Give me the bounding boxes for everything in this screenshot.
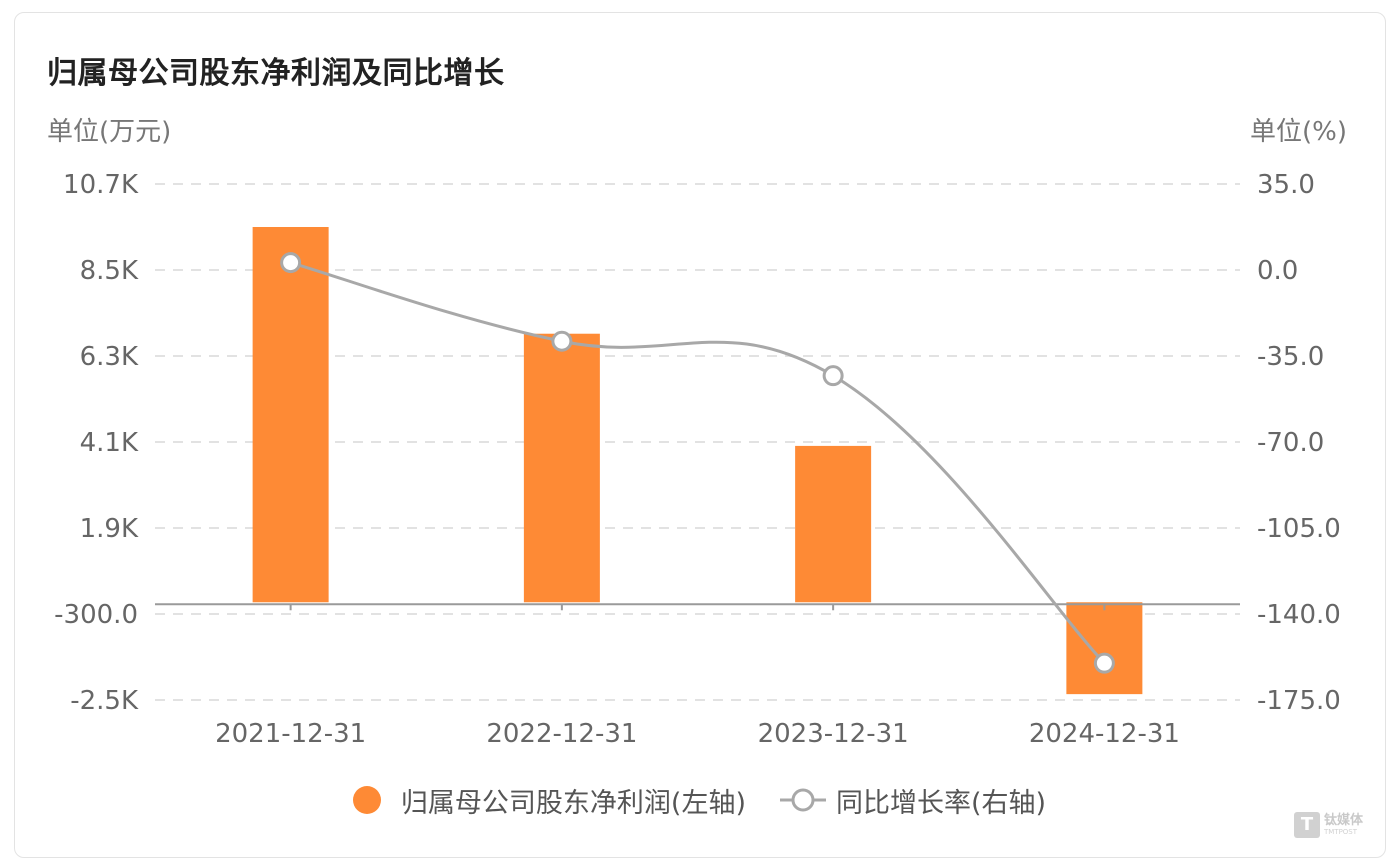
watermark-icon: T — [1293, 812, 1320, 838]
left-axis-tick-label: -300.0 — [54, 600, 138, 630]
x-axis-tick-label: 2022-12-31 — [486, 719, 637, 749]
legend-item-growth-rate[interactable]: 同比增长率(右轴) — [780, 781, 1046, 820]
bar — [252, 227, 329, 603]
watermark-cn: 钛媒体 — [1323, 813, 1363, 828]
right-axis-tick-label: 0.0 — [1257, 256, 1298, 286]
growth-rate-line — [290, 261, 1106, 665]
growth-rate-point — [1093, 652, 1115, 674]
x-axis-tick-label: 2023-12-31 — [758, 719, 909, 749]
left-axis-tick-label: -2.5K — [70, 686, 139, 716]
watermark-en: TMTPOST — [1323, 828, 1358, 836]
chart-legend: 归属母公司股东净利润(左轴) 同比增长率(右轴) — [0, 778, 1399, 822]
bar — [1066, 602, 1143, 695]
legend-bar-swatch-icon — [352, 786, 381, 814]
left-axis-tick-label: 1.9K — [80, 514, 139, 544]
growth-rate-point — [280, 252, 302, 274]
x-axis-tick-label: 2024-12-31 — [1029, 719, 1180, 749]
right-axis-unit: 单位(%) — [1250, 117, 1347, 147]
right-axis-tick-label: -140.0 — [1257, 600, 1341, 630]
left-axis-unit: 单位(万元) — [47, 117, 172, 147]
right-axis-tick-label: -70.0 — [1257, 428, 1324, 458]
right-axis-tick-label: -175.0 — [1257, 686, 1341, 716]
bar — [795, 445, 872, 603]
legend-item-net-profit[interactable]: 归属母公司股东净利润(左轴) — [352, 781, 746, 820]
right-axis-tick-label: -105.0 — [1257, 514, 1341, 544]
chart-card — [14, 12, 1386, 858]
bar — [523, 333, 600, 603]
left-axis-tick-label: 4.1K — [80, 428, 139, 458]
left-axis-tick-label: 10.7K — [63, 170, 139, 200]
right-axis-tick-label: -35.0 — [1257, 342, 1324, 372]
right-axis-tick-label: 35.0 — [1257, 170, 1315, 200]
growth-rate-point — [822, 365, 844, 387]
chart-title: 归属母公司股东净利润及同比增长 — [47, 56, 505, 91]
left-axis-tick-label: 6.3K — [80, 342, 139, 372]
legend-label-net-profit: 归属母公司股东净利润(左轴) — [400, 787, 746, 819]
left-axis-tick-label: 8.5K — [80, 256, 139, 286]
legend-label-growth-rate: 同比增长率(右轴) — [836, 787, 1047, 819]
legend-line-swatch-icon — [780, 788, 826, 812]
x-axis-tick-label: 2021-12-31 — [215, 719, 366, 749]
growth-rate-point — [551, 330, 573, 352]
watermark-logo: T 钛媒体 TMTPOST — [1293, 812, 1363, 838]
